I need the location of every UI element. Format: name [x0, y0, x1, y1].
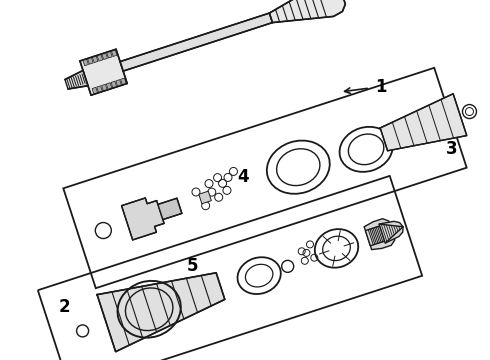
Text: 1: 1: [375, 78, 387, 96]
Polygon shape: [97, 273, 225, 352]
Polygon shape: [111, 50, 117, 57]
Polygon shape: [92, 56, 98, 63]
Polygon shape: [366, 226, 385, 246]
Text: 4: 4: [238, 167, 249, 185]
Polygon shape: [380, 94, 467, 151]
Polygon shape: [97, 54, 103, 61]
Polygon shape: [106, 83, 112, 90]
Polygon shape: [88, 57, 93, 64]
Polygon shape: [97, 86, 102, 93]
Polygon shape: [65, 71, 88, 89]
Polygon shape: [270, 0, 345, 23]
Polygon shape: [83, 59, 88, 66]
Polygon shape: [106, 51, 112, 58]
Polygon shape: [379, 221, 403, 243]
Polygon shape: [199, 191, 211, 204]
Polygon shape: [101, 84, 107, 91]
Text: 3: 3: [446, 140, 457, 158]
Polygon shape: [364, 219, 395, 249]
Polygon shape: [116, 80, 122, 86]
Polygon shape: [102, 53, 107, 59]
Polygon shape: [158, 198, 182, 220]
Polygon shape: [80, 49, 127, 95]
Polygon shape: [121, 78, 126, 85]
Text: 2: 2: [59, 298, 70, 316]
Polygon shape: [92, 87, 98, 94]
Polygon shape: [111, 81, 117, 88]
Polygon shape: [120, 13, 272, 71]
Text: 5: 5: [187, 257, 198, 275]
Polygon shape: [122, 198, 164, 240]
